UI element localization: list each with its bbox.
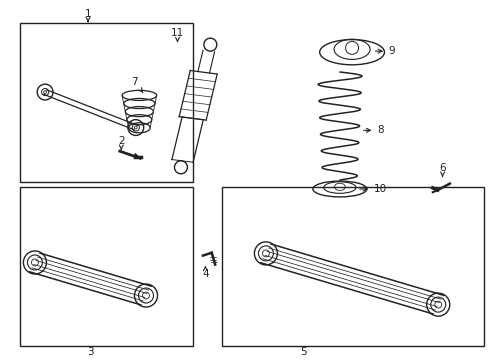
- Text: 11: 11: [170, 28, 184, 41]
- Bar: [20, 23, 193, 182]
- Text: 10: 10: [359, 184, 386, 194]
- Text: 6: 6: [438, 163, 445, 176]
- Bar: [20, 187, 193, 346]
- Text: 3: 3: [87, 347, 94, 357]
- Text: 8: 8: [363, 125, 383, 135]
- Text: 5: 5: [299, 347, 306, 357]
- Text: 2: 2: [118, 136, 124, 149]
- Text: 4: 4: [202, 266, 208, 279]
- Text: 7: 7: [131, 77, 142, 92]
- Bar: [222, 187, 483, 346]
- Text: 1: 1: [84, 9, 91, 22]
- Text: 9: 9: [375, 46, 395, 56]
